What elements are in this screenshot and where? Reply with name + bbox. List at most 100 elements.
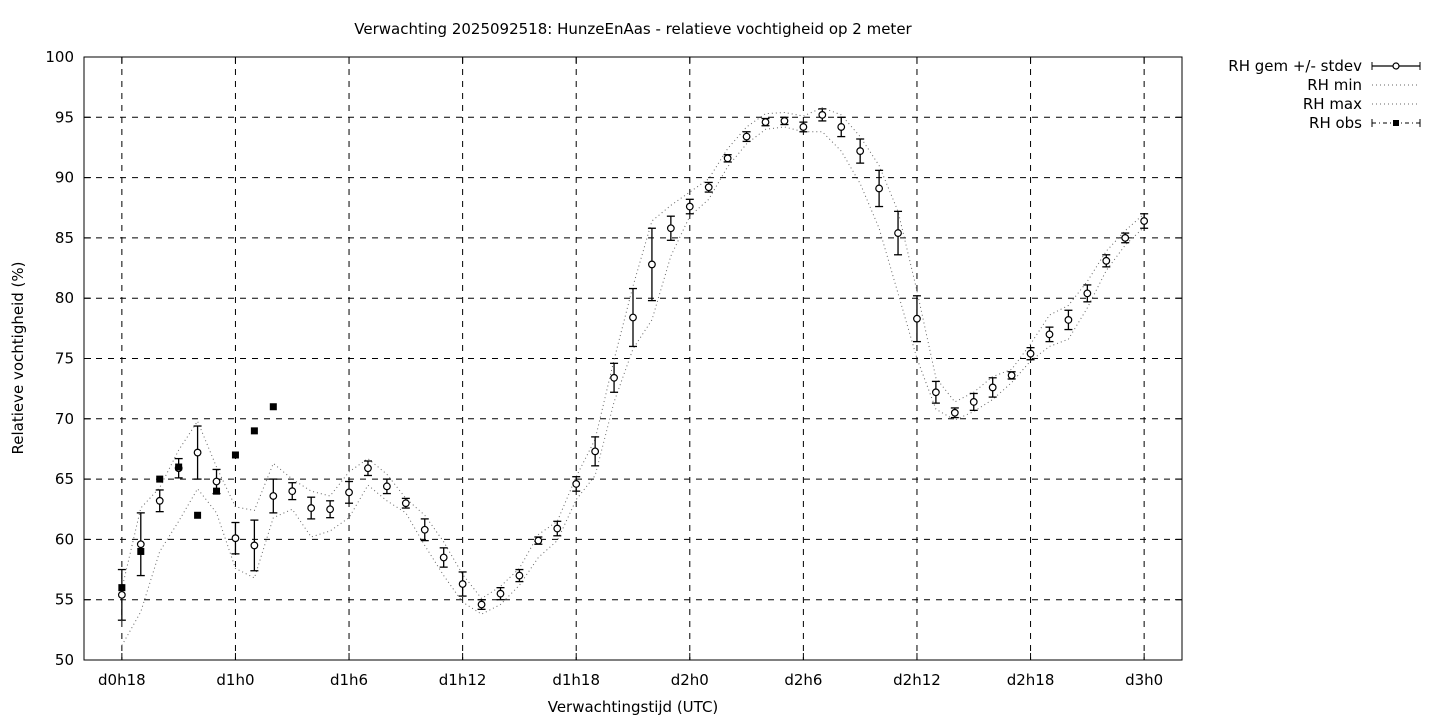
axes: 50 55 60 65 70 75 80 85 90 95 100 d0h18 d1h0 d1h6 d1h1… <box>45 48 1182 689</box>
rh-mean-point <box>420 518 429 542</box>
y-tick-label: 85 <box>55 229 74 247</box>
rh-mean-point <box>988 377 997 398</box>
rh-mean-point <box>515 568 524 583</box>
mean-marker <box>496 589 505 598</box>
rh-max-line <box>121 107 1145 600</box>
mean-marker <box>231 534 240 543</box>
mean-marker <box>704 183 713 192</box>
mean-marker <box>345 488 353 497</box>
mean-marker <box>401 499 410 508</box>
mean-marker <box>269 492 278 500</box>
mean-marker <box>553 524 562 533</box>
mean-marker <box>572 480 581 488</box>
x-axis-label: Verwachtingstijd (UTC) <box>548 698 719 716</box>
rh-mean-point <box>875 169 884 208</box>
legend-entry: RH obs <box>1309 114 1421 132</box>
rh-obs-point <box>175 463 183 471</box>
mean-marker <box>250 541 259 550</box>
mean-marker <box>1026 349 1035 358</box>
mean-marker <box>439 553 448 562</box>
rh-mean-point <box>534 536 543 545</box>
y-tick-label: 100 <box>45 48 74 66</box>
mean-marker <box>117 590 126 599</box>
rh-mean-point <box>363 460 372 477</box>
mean-marker <box>723 154 732 163</box>
mean-marker <box>856 147 865 155</box>
y-tick-label: 70 <box>55 410 74 428</box>
chart-title: Verwachting 2025092518: HunzeEnAas - rel… <box>354 20 912 38</box>
mean-marker <box>969 398 978 406</box>
rh-mean-point <box>1026 346 1035 361</box>
rh-mean-point <box>496 586 505 601</box>
mean-marker <box>799 123 808 131</box>
rh-mean-point <box>931 380 940 404</box>
mean-marker <box>950 408 959 417</box>
y-tick-label: 50 <box>55 651 74 669</box>
rh-mean-point <box>856 138 865 164</box>
series <box>117 107 1149 646</box>
y-tick-label: 65 <box>55 470 74 488</box>
mean-marker <box>931 388 940 397</box>
rh-mean-point <box>572 476 581 492</box>
rh-mean-point <box>761 117 770 127</box>
mean-marker <box>288 487 297 496</box>
mean-marker <box>1121 233 1130 242</box>
rh-mean-point <box>780 116 789 126</box>
rh-mean-point <box>723 154 732 163</box>
mean-marker <box>382 482 391 491</box>
mean-marker <box>326 505 335 514</box>
rh-mean-point <box>818 108 827 122</box>
mean-marker <box>515 571 524 580</box>
rh-mean-point <box>458 571 467 597</box>
rh-obs-point <box>269 403 277 411</box>
x-tick-label: d1h12 <box>439 671 487 689</box>
mean-marker <box>307 504 316 512</box>
rh-obs-point <box>118 584 126 592</box>
y-tick-label: 75 <box>55 350 74 368</box>
rh-obs-point <box>194 511 202 519</box>
rh-mean-point <box>894 210 903 256</box>
mean-marker <box>591 447 600 456</box>
legend-marker <box>1393 120 1399 126</box>
mean-marker <box>477 600 486 609</box>
mean-marker <box>875 184 884 193</box>
rh-mean-point <box>269 478 278 514</box>
rh-mean-point <box>912 295 921 343</box>
rh-mean-point <box>345 480 354 504</box>
rh-mean-point <box>117 568 126 621</box>
y-tick-label: 95 <box>55 108 74 126</box>
mean-marker <box>648 260 656 269</box>
y-tick-label: 80 <box>55 289 74 307</box>
mean-marker <box>420 525 429 534</box>
rh-mean-point <box>685 198 694 215</box>
mean-marker <box>1064 316 1073 324</box>
rh-mean-point <box>382 478 391 495</box>
rh-mean-point <box>1102 254 1111 268</box>
rh-mean-point <box>610 362 619 393</box>
rh-mean-point <box>647 227 656 302</box>
rh-obs-point <box>137 547 145 555</box>
legend-entry: RH max <box>1303 95 1420 113</box>
rh-mean-point <box>1121 232 1130 244</box>
mean-marker <box>780 117 789 125</box>
mean-marker <box>629 313 637 322</box>
rh-mean-point <box>666 215 675 241</box>
rh-obs-point <box>156 475 164 483</box>
rh-mean-point <box>288 482 297 501</box>
mean-marker <box>742 132 751 141</box>
rh-mean-point <box>1083 284 1092 303</box>
x-tick-label: d2h12 <box>893 671 941 689</box>
y-axis-label: Relatieve vochtigheid (%) <box>9 261 27 454</box>
rh-mean-point <box>1140 213 1149 229</box>
mean-marker <box>837 123 846 131</box>
rh-mean-point <box>1007 371 1016 380</box>
rh-mean-point <box>837 116 846 138</box>
legend-entry: RH gem +/- stdev <box>1228 57 1421 75</box>
mean-marker <box>761 118 770 127</box>
mean-marker <box>1140 217 1149 225</box>
rh-mean-point <box>553 520 562 537</box>
y-tick-label: 60 <box>55 530 74 548</box>
x-tick-label: d1h18 <box>552 671 600 689</box>
legend-entry: RH min <box>1307 76 1420 94</box>
rh-mean-point <box>136 512 145 577</box>
